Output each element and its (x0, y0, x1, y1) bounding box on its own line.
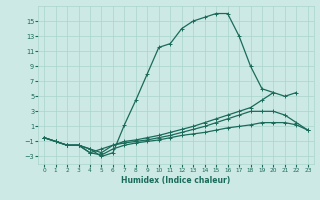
X-axis label: Humidex (Indice chaleur): Humidex (Indice chaleur) (121, 176, 231, 185)
